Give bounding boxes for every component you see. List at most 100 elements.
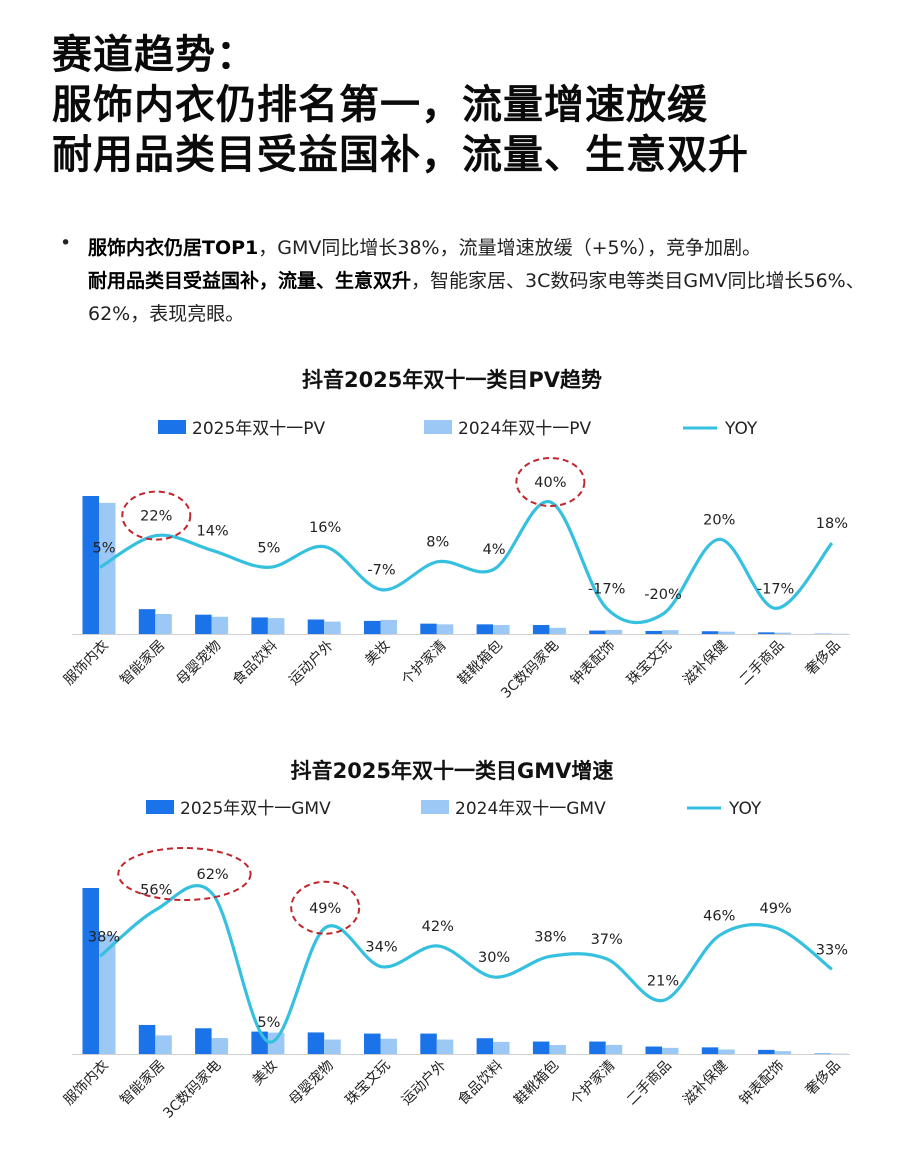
yoy-data-label: 49% [759,901,791,917]
x-tick-label: 运动户外 [285,637,337,689]
x-tick-label: 奢侈品 [803,1058,844,1099]
bar-2025 [701,631,719,634]
bar-2024 [549,1045,566,1054]
yoy-data-label: 34% [365,940,397,956]
yoy-data-label: 21% [647,973,679,989]
bar-2024 [267,618,285,634]
yoy-line [99,500,834,625]
bar-2024 [662,630,679,634]
headline-line-3: 耐用品类目受益国补，流量、生意双升 [52,132,749,178]
legend-label-yoy: YOY [724,419,758,439]
summary-p1-rest: ，GMV同比增长38%，流量增速放缓（+5%），竞争加剧。 [258,237,762,259]
x-tick-label: 智能家居 [117,637,169,689]
yoy-line [98,884,833,1044]
yoy-data-label: 40% [534,475,566,491]
yoy-data-label: 22% [140,509,172,525]
bar-2024 [99,502,116,634]
headline-line-1: 赛道趋势： [52,32,257,78]
bar-2025 [758,1049,775,1054]
x-tick-label: 运动户外 [398,1057,450,1109]
highlight-ellipse [121,490,192,541]
legend-label-2025: 2025年双十一GMV [180,799,331,819]
yoy-data-label: 46% [703,909,735,925]
x-tick-label: 3C数码家电 [497,637,562,702]
bar-2025 [532,1041,550,1054]
x-tick-label: 二手商品 [737,638,788,689]
bar-2024 [155,613,172,634]
headline-line-2: 服饰内衣仍排名第一，流量增速放缓 [52,82,708,128]
yoy-data-label: -17% [588,581,625,597]
x-tick-label: 服饰内衣 [61,638,112,689]
bar-2024 [549,627,566,634]
bar-2025 [589,630,606,634]
x-tick-label: 二手商品 [624,1058,675,1109]
x-tick-label: 美妆 [362,638,393,669]
bar-2024 [774,1051,792,1054]
x-tick-label: 奢侈品 [803,638,844,679]
x-tick-label: 母婴宠物 [286,1058,337,1109]
bar-2024 [211,1038,229,1054]
bar-2024 [380,619,397,634]
yoy-data-label: 37% [591,932,623,948]
bar-2025 [251,1031,268,1054]
summary-p2-bold: 耐用品类目受益国补，流量、生意双升 [88,270,412,292]
bar-2025 [532,625,550,634]
x-tick-label: 个护家清 [567,1057,619,1109]
yoy-data-label: 33% [816,942,848,958]
yoy-data-label: 8% [426,535,449,551]
x-tick-label: 食品饮料 [454,1057,506,1109]
x-tick-label: 鞋靴箱包 [511,1058,562,1109]
bar-2024 [605,1044,623,1054]
x-tick-label: 母婴宠物 [174,638,225,689]
yoy-data-label: 5% [92,540,115,556]
yoy-data-label: 20% [703,512,735,528]
bar-2025 [476,624,494,634]
yoy-data-label: 56% [140,883,172,899]
highlight-ellipse [290,880,361,935]
yoy-data-label: 14% [196,524,228,540]
summary-p2-rest: ，智能家居、3C数码家电等类目GMV同比增长56%、62%，表现亮眼。 [88,270,865,325]
bar-2025 [138,1024,156,1054]
yoy-data-label: 4% [483,542,506,558]
bar-2025 [364,620,381,634]
bar-2025 [420,623,437,634]
summary-text: 服饰内衣仍居TOP1，GMV同比增长38%，流量增速放缓（+5%），竞争加剧。 … [88,232,878,331]
highlight-ellipse [117,847,252,901]
bar-2025 [589,1041,606,1054]
bar-2024 [267,1032,285,1054]
yoy-data-label: 30% [478,950,510,966]
bar-2024 [662,1047,679,1054]
yoy-data-label: -17% [757,581,794,597]
bar-2024 [324,1039,341,1054]
yoy-data-label: 5% [257,1015,280,1031]
bar-2024 [493,625,510,634]
yoy-data-label: 5% [257,540,280,556]
x-tick-label: 珠宝文玩 [624,638,675,689]
bullet-marker: • [60,232,72,254]
x-tick-label: 服饰内衣 [61,1058,112,1109]
chart-title: 抖音2025年双十一类目GMV增速 [291,759,614,783]
bar-2024 [211,616,229,634]
bar-2024 [605,629,623,634]
bar-2025 [82,888,99,1054]
legend-swatch-2025 [146,800,174,814]
x-tick-label: 珠宝文玩 [342,1058,393,1109]
bar-2024 [493,1041,510,1054]
bar-2025 [476,1038,494,1054]
bar-2025 [701,1047,719,1054]
x-tick-label: 鞋靴箱包 [455,638,506,689]
x-tick-label: 滋补保健 [680,638,731,689]
bar-2025 [307,619,325,634]
bar-2025 [645,1046,662,1054]
bar-2025 [307,1032,325,1054]
x-tick-label: 钟表配饰 [567,637,619,689]
bar-2024 [774,632,792,634]
x-tick-label: 钟表配饰 [736,1057,788,1109]
yoy-data-label: 62% [196,867,228,883]
bar-2025 [195,1028,212,1054]
legend-swatch-2024 [421,800,449,814]
pv-trend-chart: 抖音2025年双十一类目PV趋势 2025年双十一PV 2024年双十一PV YOY 服… [61,368,850,702]
bar-2025 [364,1033,381,1054]
legend-swatch-2025 [158,420,186,434]
gmv-growth-chart: 抖音2025年双十一类目GMV增速 2025年双十一GMV 2024年双十一GMV Y… [61,759,850,1122]
